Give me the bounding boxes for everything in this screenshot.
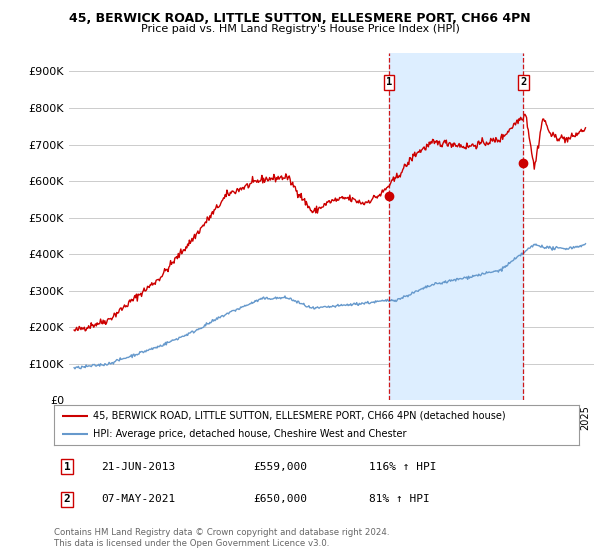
Text: 45, BERWICK ROAD, LITTLE SUTTON, ELLESMERE PORT, CH66 4PN: 45, BERWICK ROAD, LITTLE SUTTON, ELLESME… bbox=[69, 12, 531, 25]
Text: HPI: Average price, detached house, Cheshire West and Chester: HPI: Average price, detached house, Ches… bbox=[94, 430, 407, 439]
Text: 21-JUN-2013: 21-JUN-2013 bbox=[101, 462, 176, 472]
Text: 81% ↑ HPI: 81% ↑ HPI bbox=[369, 494, 430, 504]
Text: 07-MAY-2021: 07-MAY-2021 bbox=[101, 494, 176, 504]
Text: Price paid vs. HM Land Registry's House Price Index (HPI): Price paid vs. HM Land Registry's House … bbox=[140, 24, 460, 34]
Text: 1: 1 bbox=[386, 77, 392, 87]
Text: £650,000: £650,000 bbox=[254, 494, 308, 504]
Text: 1: 1 bbox=[64, 462, 71, 472]
Text: Contains HM Land Registry data © Crown copyright and database right 2024.: Contains HM Land Registry data © Crown c… bbox=[54, 528, 389, 536]
Text: 2: 2 bbox=[520, 77, 527, 87]
Text: This data is licensed under the Open Government Licence v3.0.: This data is licensed under the Open Gov… bbox=[54, 539, 329, 548]
Text: 45, BERWICK ROAD, LITTLE SUTTON, ELLESMERE PORT, CH66 4PN (detached house): 45, BERWICK ROAD, LITTLE SUTTON, ELLESME… bbox=[94, 411, 506, 421]
Text: 116% ↑ HPI: 116% ↑ HPI bbox=[369, 462, 437, 472]
Text: £559,000: £559,000 bbox=[254, 462, 308, 472]
Bar bbox=[389, 53, 523, 400]
Text: 2: 2 bbox=[64, 494, 71, 504]
